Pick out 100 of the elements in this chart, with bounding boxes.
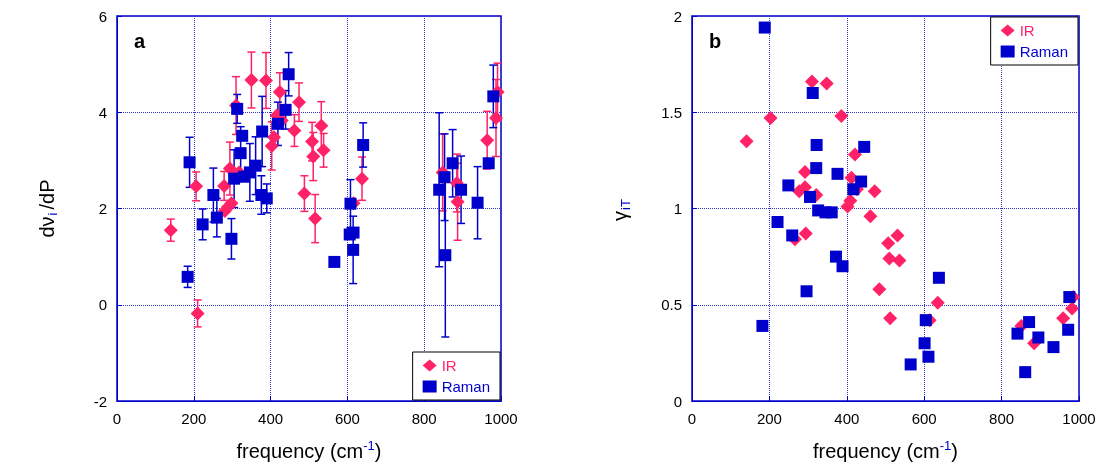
point: [316, 143, 331, 158]
point: [244, 73, 259, 88]
point: [1062, 323, 1075, 336]
point: [918, 337, 931, 350]
point: [271, 117, 284, 130]
point: [357, 138, 370, 151]
point: [1063, 291, 1076, 304]
point: [308, 211, 323, 226]
point: [1056, 311, 1071, 326]
point: [863, 209, 878, 224]
x-tick-label: 0: [687, 410, 697, 427]
x-tick-label: 400: [258, 410, 284, 427]
point: [282, 68, 295, 81]
y-tick-label: 4: [98, 103, 107, 121]
point: [739, 134, 754, 149]
legend-label: IR: [1019, 22, 1035, 39]
point: [847, 183, 860, 196]
point: [217, 178, 232, 193]
point: [249, 159, 262, 172]
point: [438, 171, 451, 184]
point: [189, 179, 204, 194]
point: [904, 358, 917, 371]
point: [183, 156, 196, 169]
point: [834, 109, 849, 124]
point: [883, 311, 898, 326]
point: [804, 190, 817, 203]
y-tick-label: 2: [673, 7, 682, 25]
point: [256, 125, 269, 138]
point: [446, 157, 459, 170]
point: [919, 314, 932, 327]
point: [1032, 331, 1045, 344]
point: [439, 249, 452, 262]
text: a: [134, 30, 146, 52]
point: [279, 103, 292, 116]
point: [882, 251, 897, 266]
point: [207, 189, 220, 202]
y-tick-label: 1: [673, 200, 682, 217]
x-tick-label: 600: [334, 410, 360, 427]
y-axis-title: γiT: [608, 199, 633, 221]
y-tick-label: -2: [93, 392, 107, 410]
point: [798, 164, 812, 179]
point: [1011, 327, 1024, 340]
point: [890, 228, 905, 243]
x-tick-label: 800: [989, 410, 1015, 427]
point: [306, 149, 321, 164]
point: [297, 186, 312, 201]
point: [267, 130, 282, 145]
point: [292, 95, 307, 110]
point: [1065, 301, 1080, 316]
point: [831, 167, 844, 180]
point: [455, 183, 468, 196]
point: [196, 218, 209, 231]
point: [234, 147, 247, 160]
legend-label: Raman: [1019, 43, 1068, 60]
point: [328, 255, 341, 268]
point: [347, 226, 360, 239]
point: [858, 140, 871, 153]
point: [482, 157, 495, 170]
point: [287, 123, 302, 138]
point: [163, 223, 178, 238]
point: [224, 196, 239, 211]
point: [756, 319, 769, 332]
x-tick-label: 400: [834, 410, 860, 427]
point: [810, 138, 823, 151]
point: [881, 236, 896, 251]
point: [344, 197, 357, 210]
point: [1047, 341, 1060, 354]
point: [763, 111, 778, 126]
y-tick-label: 6: [98, 7, 107, 25]
point: [825, 206, 838, 219]
point: [1019, 366, 1032, 379]
y-tick-label: 2: [98, 200, 107, 217]
point: [771, 215, 784, 228]
point: [810, 162, 823, 175]
x-tick-label: 200: [181, 410, 207, 427]
legend-label: IR: [441, 357, 457, 374]
point: [806, 87, 819, 99]
point: [804, 74, 819, 89]
x-tick-label: 1000: [484, 410, 518, 427]
point: [786, 229, 799, 242]
legend-label: Raman: [441, 378, 490, 395]
point: [347, 243, 360, 256]
point: [450, 194, 465, 209]
point: [272, 85, 287, 100]
point: [867, 184, 882, 199]
point: [181, 270, 194, 283]
point: [210, 211, 223, 224]
point: [480, 133, 495, 148]
point: [758, 21, 771, 34]
x-tick-label: 1000: [1062, 410, 1096, 427]
point: [471, 196, 484, 209]
x-tick-label: 0: [112, 410, 122, 427]
point: [354, 171, 369, 186]
point: [260, 192, 273, 205]
point: [892, 253, 907, 268]
point: [225, 232, 238, 245]
point: [930, 295, 945, 310]
point: [847, 147, 862, 162]
y-tick-label: 1.5: [661, 103, 682, 121]
point: [1023, 316, 1036, 329]
